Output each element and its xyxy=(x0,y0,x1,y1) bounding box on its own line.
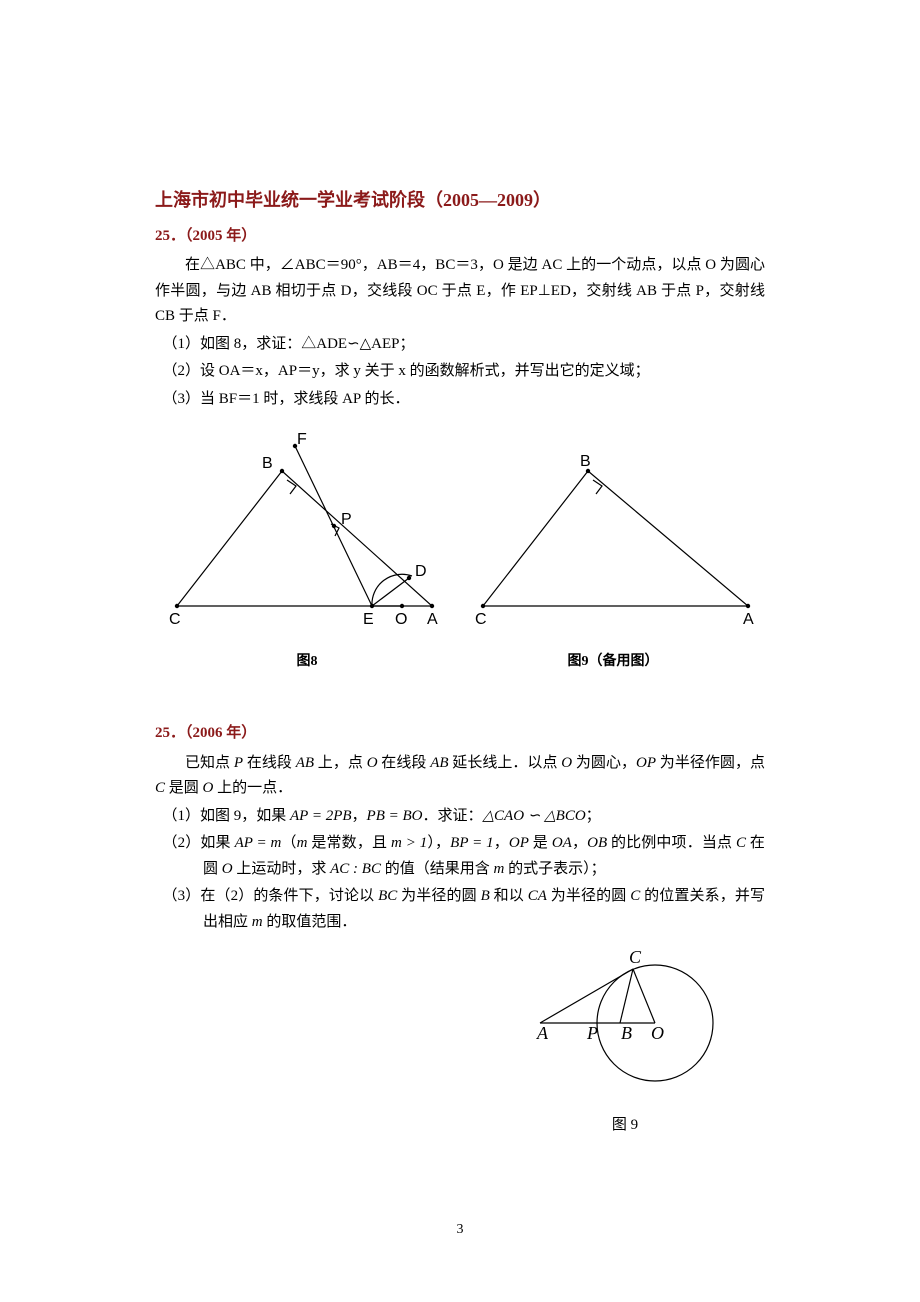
q2-sub1: （1）如图 9，如果 AP = 2PB，PB = BO．求证：△CAO ∽ △B… xyxy=(155,804,765,830)
fig8-label-A: A xyxy=(427,611,438,628)
fig9b-label-A: A xyxy=(743,611,754,628)
fig8-label-C: C xyxy=(169,611,181,628)
q1-sub2: （2）设 OA＝x，AP＝y，求 y 关于 x 的函数解析式，并写出它的定义域； xyxy=(155,359,765,385)
figure-9b-caption: 图9（备用图） xyxy=(463,650,763,674)
figure-9-svg: A P B O C xyxy=(525,943,725,1103)
fig8-label-O: O xyxy=(395,611,407,628)
fig9b-label-C: C xyxy=(475,611,487,628)
figure-8: C B A F P D E O 图8 xyxy=(157,426,457,673)
figure-8-caption: 图8 xyxy=(157,650,457,674)
q1-number: 25．（2005 年） xyxy=(155,224,765,250)
q1-sub1: （1）如图 8，求证：△ADE∽△AEP； xyxy=(155,332,765,358)
fig8-label-E: E xyxy=(363,611,374,628)
q2-figure: A P B O C 图 9 xyxy=(155,943,765,1138)
q2-number: 25．（2006 年） xyxy=(155,721,765,747)
fig8-label-D: D xyxy=(415,563,427,580)
page-number: 3 xyxy=(0,1218,920,1242)
figure-9-caption: 图 9 xyxy=(525,1113,725,1139)
fig9-label-C: C xyxy=(629,947,642,967)
fig8-label-B: B xyxy=(262,455,273,472)
figure-9-backup: C B A 图9（备用图） xyxy=(463,426,763,673)
fig8-label-P: P xyxy=(341,511,352,528)
q2-stem: 已知点 P 在线段 AB 上，点 O 在线段 AB 延长线上．以点 O 为圆心，… xyxy=(155,751,765,802)
fig8-label-F: F xyxy=(297,431,307,448)
q1-sub3: （3）当 BF＝1 时，求线段 AP 的长． xyxy=(155,387,765,413)
figure-9b-svg: C B A xyxy=(463,426,763,636)
fig9b-label-B: B xyxy=(580,453,591,470)
figure-8-svg: C B A F P D E O xyxy=(157,426,457,636)
q1-figures: C B A F P D E O 图8 C B A 图9（备用图） xyxy=(155,426,765,673)
q1-stem: 在△ABC 中，∠ABC＝90°，AB＝4，BC＝3，O 是边 AC 上的一个动… xyxy=(155,253,765,330)
q2-sub2: （2）如果 AP = m（m 是常数，且 m > 1），BP = 1，OP 是 … xyxy=(155,831,765,882)
fig9-label-B: B xyxy=(621,1023,632,1043)
fig9-label-A: A xyxy=(536,1023,549,1043)
figure-9: A P B O C 图 9 xyxy=(525,943,725,1138)
fig9-label-P: P xyxy=(586,1023,598,1043)
q2-sub3: （3）在（2）的条件下，讨论以 BC 为半径的圆 B 和以 CA 为半径的圆 C… xyxy=(155,884,765,935)
fig9-label-O: O xyxy=(651,1023,664,1043)
section-title: 上海市初中毕业统一学业考试阶段（2005―2009） xyxy=(155,185,765,216)
